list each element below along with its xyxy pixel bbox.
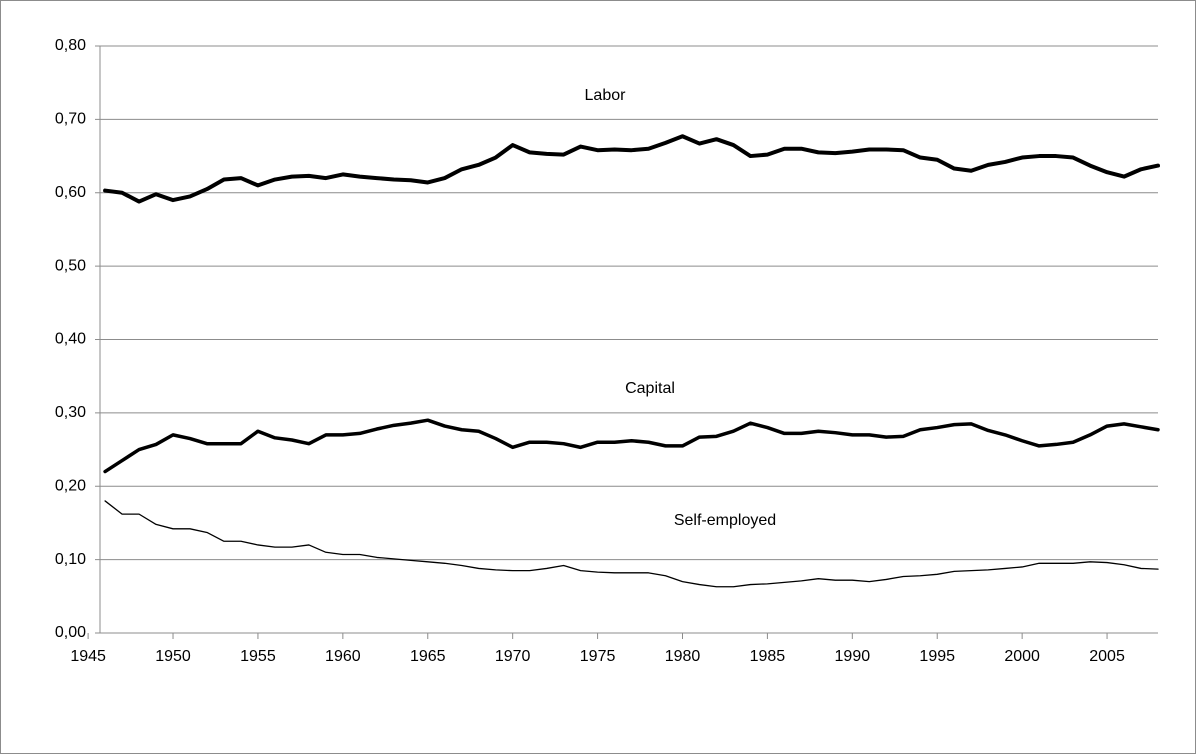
y-tick-label: 0,20 xyxy=(55,477,86,494)
y-tick-label: 0,10 xyxy=(55,551,86,568)
y-tick-label: 0,80 xyxy=(55,37,86,54)
x-tick-label: 1960 xyxy=(325,648,361,665)
x-tick-label: 1995 xyxy=(919,648,955,665)
x-tick-label: 1980 xyxy=(665,648,701,665)
x-tick-label: 1975 xyxy=(580,648,616,665)
x-tick-label: 1985 xyxy=(750,648,786,665)
x-tick-label: 1950 xyxy=(155,648,191,665)
y-tick-label: 0,60 xyxy=(55,184,86,201)
series-label: Labor xyxy=(585,87,627,104)
y-tick-label: 0,50 xyxy=(55,257,86,274)
series-line xyxy=(104,500,1159,588)
x-tick-label: 2000 xyxy=(1004,648,1040,665)
x-tick-label: 1965 xyxy=(410,648,446,665)
x-tick-label: 2005 xyxy=(1089,648,1125,665)
y-tick-label: 0,30 xyxy=(55,404,86,421)
y-tick-label: 0,40 xyxy=(55,331,86,348)
y-tick-label: 0,00 xyxy=(55,624,86,641)
series-label: Self-employed xyxy=(674,512,776,529)
series-line xyxy=(103,134,1160,204)
series-label: Capital xyxy=(625,380,675,397)
x-tick-label: 1970 xyxy=(495,648,531,665)
y-tick-label: 0,70 xyxy=(55,111,86,128)
series-line xyxy=(103,418,1160,474)
x-tick-label: 1945 xyxy=(70,648,106,665)
x-tick-label: 1990 xyxy=(835,648,871,665)
x-tick-label: 1955 xyxy=(240,648,276,665)
